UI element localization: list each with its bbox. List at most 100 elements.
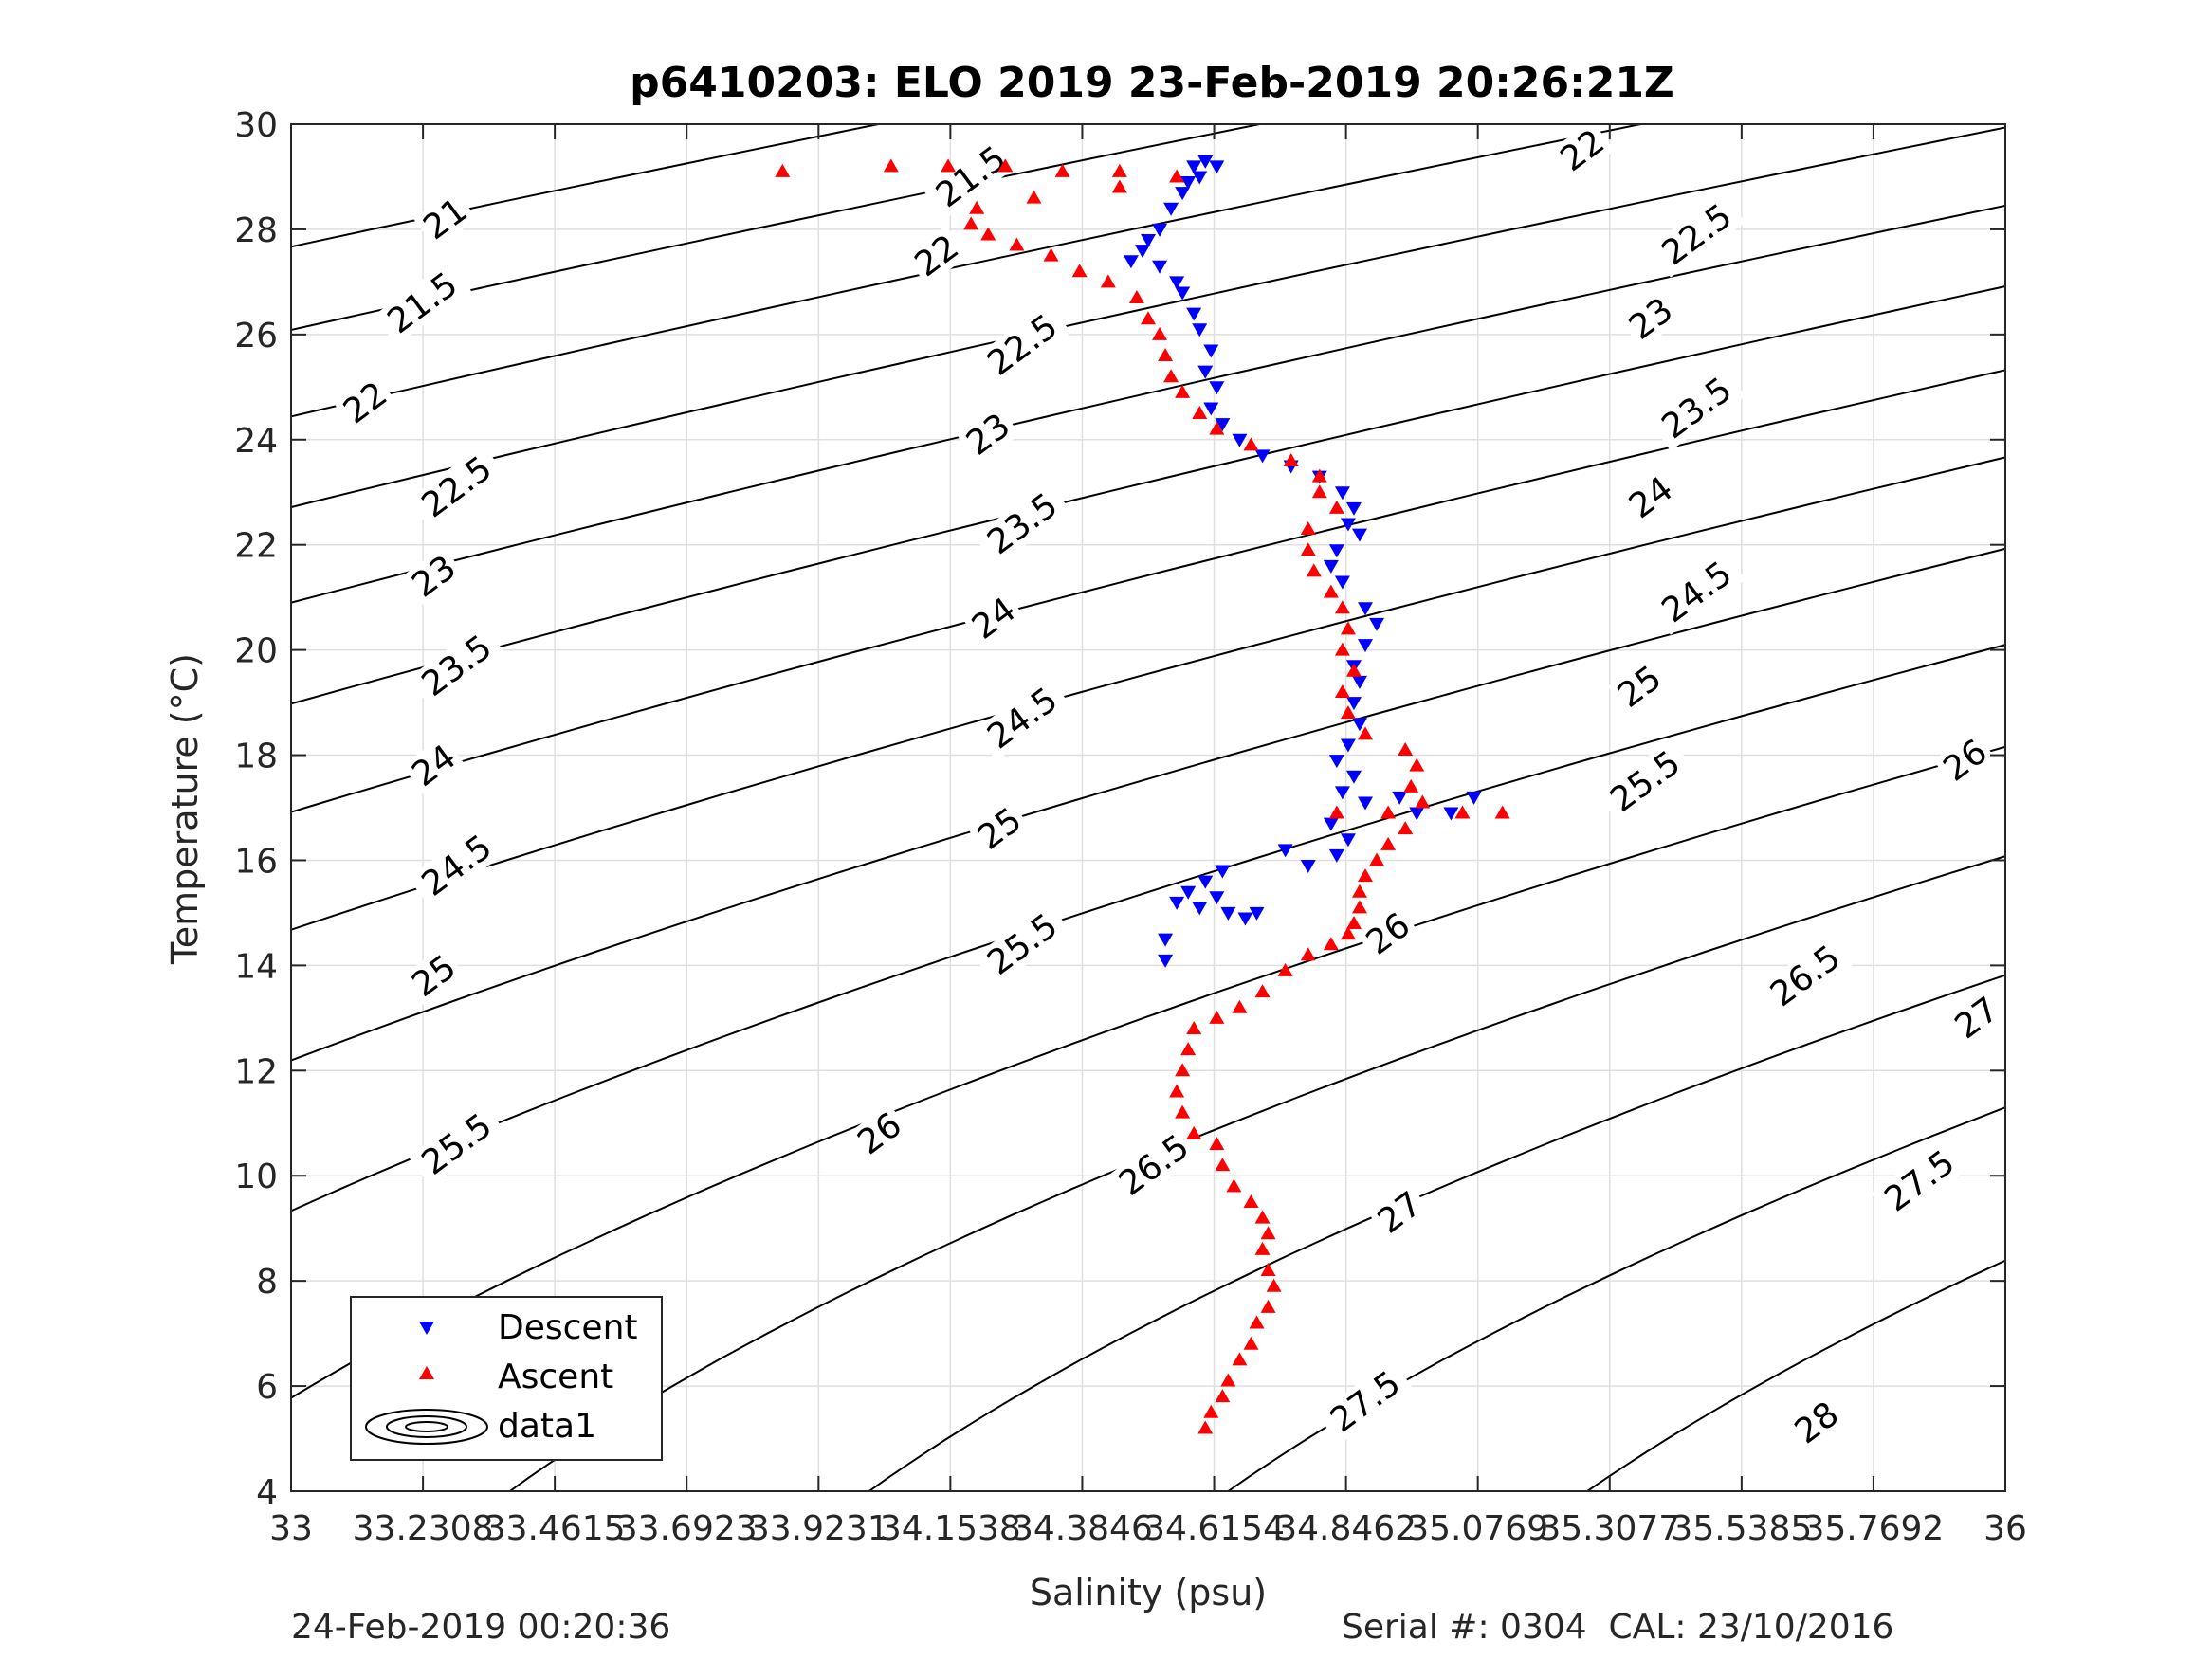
ascent-point — [1175, 1104, 1191, 1119]
x-tick-label: 35.3077 — [1539, 1509, 1680, 1548]
descent-point — [1192, 171, 1208, 185]
contour-label-bg — [1648, 191, 1746, 278]
legend-descent-marker — [419, 1322, 434, 1335]
descent-point — [1180, 885, 1197, 900]
x-tick-label: 34.3846 — [1012, 1509, 1153, 1548]
descent-point — [1158, 954, 1174, 968]
descent-point — [1175, 187, 1191, 201]
ascent-point — [1283, 452, 1299, 466]
ascent-point — [1128, 290, 1144, 304]
descent-point — [1254, 449, 1271, 464]
ascent-point — [1254, 984, 1271, 998]
contour-label-bg — [408, 444, 506, 530]
ascent-point — [1180, 1042, 1197, 1056]
descent-point — [1232, 433, 1248, 447]
legend-ascent-marker — [419, 1366, 434, 1379]
density-contour-25 — [291, 547, 2005, 1062]
x-tick-label: 33.2308 — [353, 1509, 494, 1548]
contour-label-bg — [974, 902, 1071, 988]
ascent-point — [883, 158, 899, 173]
descent-point — [1323, 559, 1339, 574]
ascent-point — [997, 158, 1014, 173]
ascent-point — [1328, 500, 1344, 514]
descent-point — [1358, 602, 1374, 616]
contour-label-bg — [905, 225, 969, 286]
descent-point — [1197, 365, 1214, 379]
contour-label-bg — [1648, 549, 1746, 635]
y-tick-label: 28 — [234, 211, 278, 250]
ascent-point — [1226, 1178, 1242, 1193]
contour-label-bg — [1618, 466, 1683, 528]
ascent-point — [1311, 468, 1327, 483]
ascent-point — [1249, 1315, 1265, 1329]
ascent-point — [1152, 326, 1168, 340]
x-axis-ticks: 33 33.230833.461533.692333.923134.153834.… — [269, 124, 2027, 1548]
descent-point — [1340, 738, 1356, 753]
density-contour-26.5 — [508, 855, 2005, 1491]
contour-label-bg — [974, 301, 1071, 389]
legend-descent-label: Descent — [498, 1308, 638, 1347]
descent-point — [1300, 860, 1316, 874]
ascent-point — [1323, 584, 1339, 598]
descent-point — [1237, 912, 1253, 926]
ascent-point — [980, 227, 996, 241]
ascent-point — [1209, 1010, 1225, 1024]
descent-point — [1215, 418, 1231, 432]
y-tick-label: 30 — [234, 106, 278, 145]
plot-frame — [290, 123, 2006, 1492]
y-tick-label: 10 — [234, 1158, 278, 1196]
contour-label-bg — [1871, 1138, 1968, 1224]
contour-label-bg — [1618, 288, 1683, 350]
x-tick-label: 34.6154 — [1143, 1509, 1285, 1548]
ascent-point — [941, 158, 957, 173]
ascent-point — [1398, 741, 1414, 756]
descent-point — [1197, 155, 1214, 169]
ascent-point — [1175, 384, 1191, 398]
contour-label-bg — [1945, 987, 2005, 1048]
density-contour-27 — [868, 974, 2005, 1491]
ascent-point — [1266, 1278, 1282, 1292]
descent-point — [1192, 902, 1208, 916]
ascent-point — [1334, 684, 1350, 698]
descent-point — [1409, 807, 1425, 821]
ascent-point — [1169, 169, 1185, 183]
contour-label-bg — [408, 1101, 506, 1188]
ascent-point — [1071, 264, 1088, 278]
contour-label-bg — [1648, 365, 1746, 451]
descent-point — [1328, 544, 1344, 558]
ascent-point — [1197, 1420, 1214, 1434]
descent-point — [1163, 202, 1179, 216]
y-tick-label: 24 — [234, 422, 278, 461]
legend-contour-icon — [365, 1409, 488, 1445]
density-contour-23 — [291, 204, 2005, 604]
ascent-point — [1243, 1194, 1259, 1208]
ascent-point — [1340, 621, 1356, 635]
density-contour-24.5 — [291, 456, 2005, 931]
descent-point — [1277, 844, 1293, 858]
ascent-point — [1186, 1020, 1202, 1034]
descent-point — [1334, 486, 1350, 501]
ascent-point — [1141, 311, 1156, 325]
ascent-point — [1232, 1352, 1248, 1366]
ascent-point — [1306, 563, 1322, 577]
ascent-point — [1300, 947, 1316, 961]
descent-point — [1209, 891, 1225, 905]
descent-point — [1351, 675, 1367, 689]
contour-label-bg — [1933, 729, 1998, 792]
descent-point — [1175, 286, 1191, 301]
y-tick-label: 26 — [234, 317, 278, 356]
contour-label-bg — [1784, 1392, 1849, 1454]
contour-label-bg — [1105, 1121, 1203, 1209]
x-tick-label: 33.6923 — [616, 1509, 758, 1548]
ascent-point — [1345, 663, 1362, 677]
descent-series — [1123, 155, 1482, 968]
ascent-point — [1358, 726, 1374, 740]
ascent-point — [1243, 1336, 1259, 1350]
descent-point — [1345, 697, 1362, 711]
x-tick-label: 33 — [269, 1509, 313, 1548]
contour-label-bg — [413, 188, 478, 249]
ascent-point — [1232, 999, 1248, 1013]
ascent-point — [1328, 805, 1344, 819]
density-contour-24 — [291, 369, 2005, 813]
